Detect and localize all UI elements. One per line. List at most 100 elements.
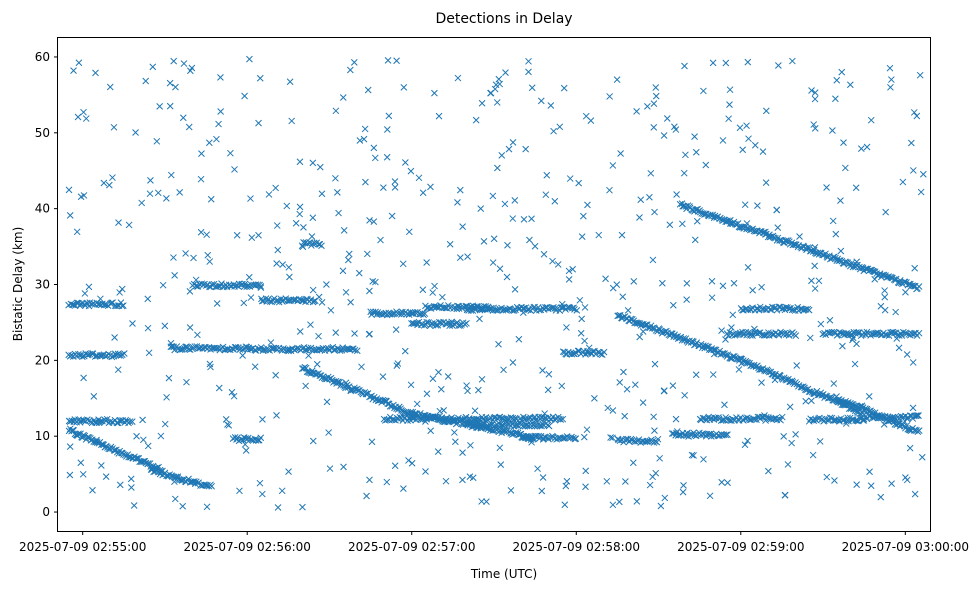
detection-point — [613, 281, 621, 288]
detection-point — [422, 418, 429, 425]
detection-point — [606, 93, 614, 100]
detection-point — [682, 151, 689, 159]
band-point — [83, 416, 91, 424]
detection-point — [185, 123, 193, 131]
band-point — [318, 242, 325, 250]
track-point — [892, 275, 900, 283]
detection-point — [579, 212, 587, 220]
detection-point — [576, 296, 584, 304]
detection-point — [334, 378, 342, 386]
detection-point — [726, 86, 734, 94]
detection-point — [528, 438, 535, 446]
detection-point — [838, 68, 846, 76]
detection-point — [245, 273, 253, 281]
band-point — [891, 329, 898, 337]
detection-point — [700, 87, 707, 95]
detection-point — [808, 87, 815, 94]
detection-point — [241, 92, 248, 100]
detection-point — [851, 360, 859, 368]
detection-point — [300, 223, 307, 231]
detection-point — [739, 146, 747, 154]
detection-point — [115, 219, 122, 226]
detection-point — [537, 97, 545, 105]
track-point — [788, 377, 796, 385]
band-point — [268, 298, 276, 306]
detection-point — [538, 487, 546, 495]
detection-point — [105, 181, 113, 189]
detection-point — [161, 420, 169, 428]
detection-point — [633, 498, 641, 505]
detection-point — [472, 116, 480, 124]
band-point — [96, 352, 104, 359]
detection-point — [459, 449, 466, 457]
detection-point — [577, 329, 585, 337]
detection-point — [725, 115, 732, 123]
band-point — [559, 434, 567, 442]
detection-point — [476, 315, 483, 323]
detection-point — [871, 275, 879, 283]
detection-point — [273, 222, 281, 229]
detection-point — [392, 326, 400, 334]
band-point — [912, 412, 920, 420]
detection-point — [863, 143, 871, 151]
band-point — [855, 329, 863, 337]
detection-point — [405, 410, 413, 418]
detection-point — [832, 230, 840, 238]
detection-point — [575, 179, 583, 187]
detection-point — [846, 81, 854, 89]
detection-point — [639, 328, 647, 335]
detection-point — [709, 59, 717, 67]
detection-point — [409, 413, 417, 421]
band-point — [775, 303, 783, 311]
detection-point — [525, 68, 532, 76]
detection-point — [332, 329, 340, 337]
detection-point — [651, 427, 658, 434]
detection-point — [816, 438, 824, 445]
band-point — [338, 346, 346, 354]
band-point — [572, 435, 580, 443]
detection-point — [867, 116, 875, 124]
detection-point — [839, 342, 846, 350]
detection-point — [882, 208, 889, 216]
detection-point — [70, 67, 77, 74]
detection-point — [539, 474, 547, 481]
detection-point — [563, 324, 570, 331]
detection-point — [906, 444, 914, 452]
detection-point — [811, 285, 819, 292]
detection-point — [455, 305, 463, 312]
detection-point — [207, 195, 215, 203]
detection-point — [279, 261, 287, 269]
detection-point — [651, 360, 659, 368]
detection-point — [609, 162, 617, 169]
detection-point — [419, 189, 427, 197]
detection-point — [647, 169, 655, 177]
detection-point — [730, 279, 738, 287]
detection-point — [388, 212, 396, 220]
detection-point — [309, 286, 317, 294]
detection-point — [858, 402, 866, 410]
detection-point — [853, 258, 861, 266]
detection-point — [144, 442, 152, 450]
detection-point — [347, 298, 354, 306]
detection-point — [788, 439, 796, 447]
detection-point — [629, 459, 637, 467]
band-point — [527, 436, 535, 443]
detection-point — [841, 164, 849, 172]
detection-point — [582, 112, 590, 120]
detection-point — [231, 166, 238, 173]
track-point — [849, 263, 857, 271]
detection-point — [509, 215, 517, 222]
detection-point — [630, 278, 638, 285]
detection-point — [690, 452, 697, 459]
detection-point — [738, 360, 745, 367]
detection-point — [881, 306, 889, 314]
band-point — [264, 346, 272, 354]
detection-point — [431, 282, 438, 290]
detection-point — [775, 62, 782, 69]
band-point — [899, 328, 907, 336]
band-point — [749, 332, 756, 340]
detection-point — [745, 135, 752, 143]
band-point — [544, 305, 552, 313]
track-point — [748, 362, 755, 369]
detection-point — [242, 447, 250, 454]
